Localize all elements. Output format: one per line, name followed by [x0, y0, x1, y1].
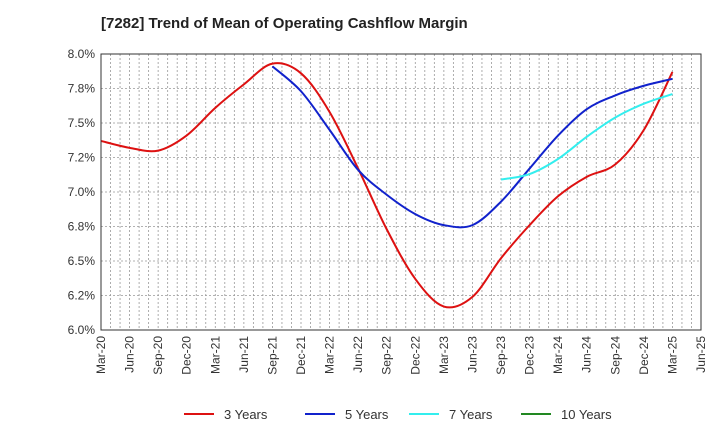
series-lines [100, 62, 674, 309]
x-tick-label: Jun-22 [351, 336, 365, 373]
series-line-5-years [271, 65, 673, 229]
x-tick-label: Mar-24 [551, 336, 565, 374]
x-tick-label: Mar-20 [94, 336, 108, 374]
legend-label-3-years: 3 Years [224, 407, 268, 422]
x-tick-label: Sep-21 [265, 336, 279, 375]
x-tick-label: Mar-23 [437, 336, 451, 374]
x-tick-label: Dec-24 [637, 336, 651, 375]
x-tick-label: Jun-24 [580, 336, 594, 373]
y-tick-label: 6.2% [68, 289, 96, 303]
x-tick-label: Sep-20 [151, 336, 165, 375]
y-tick-label: 7.0% [68, 185, 96, 199]
x-tick-label: Mar-22 [323, 336, 337, 374]
x-tick-label: Sep-23 [494, 336, 508, 375]
x-tick-label: Mar-21 [208, 336, 222, 374]
x-tick-label: Sep-24 [608, 336, 622, 375]
chart-title: [7282] Trend of Mean of Operating Cashfl… [101, 15, 468, 32]
y-tick-label: 6.0% [68, 323, 96, 337]
x-tick-label: Jun-23 [465, 336, 479, 373]
series-line-3-years [100, 62, 674, 309]
x-tick-label: Dec-20 [180, 336, 194, 375]
y-tick-label: 6.5% [68, 254, 96, 268]
x-tick-label: Jun-20 [123, 336, 137, 373]
y-axis: 6.0% 6.2% 6.5% 6.8% 7.0% 7.2% 7.5% 7.8% 8.0% [68, 47, 96, 337]
y-tick-label: 6.8% [68, 220, 96, 234]
legend-label-5-years: 5 Years [345, 407, 389, 422]
plot-border [100, 53, 702, 331]
series-line-7-years [500, 93, 673, 181]
y-tick-label: 7.8% [68, 82, 96, 96]
x-axis: Mar-20 Jun-20 Sep-20 Dec-20 Mar-21 Jun-21 Sep-… [94, 336, 708, 375]
legend-label-10-years: 10 Years [561, 407, 612, 422]
legend-label-7-years: 7 Years [449, 407, 493, 422]
x-tick-label: Jun-21 [237, 336, 251, 373]
x-tick-label: Mar-25 [665, 336, 679, 374]
y-tick-label: 7.2% [68, 151, 96, 165]
x-tick-label: Sep-22 [380, 336, 394, 375]
y-tick-label: 7.5% [68, 116, 96, 130]
x-tick-label: Jun-25 [694, 336, 708, 373]
x-tick-label: Dec-23 [523, 336, 537, 375]
y-tick-label: 8.0% [68, 47, 96, 61]
x-tick-label: Dec-21 [294, 336, 308, 375]
x-tick-label: Dec-22 [408, 336, 422, 375]
legend: 3 Years 5 Years 7 Years 10 Years [184, 407, 612, 422]
